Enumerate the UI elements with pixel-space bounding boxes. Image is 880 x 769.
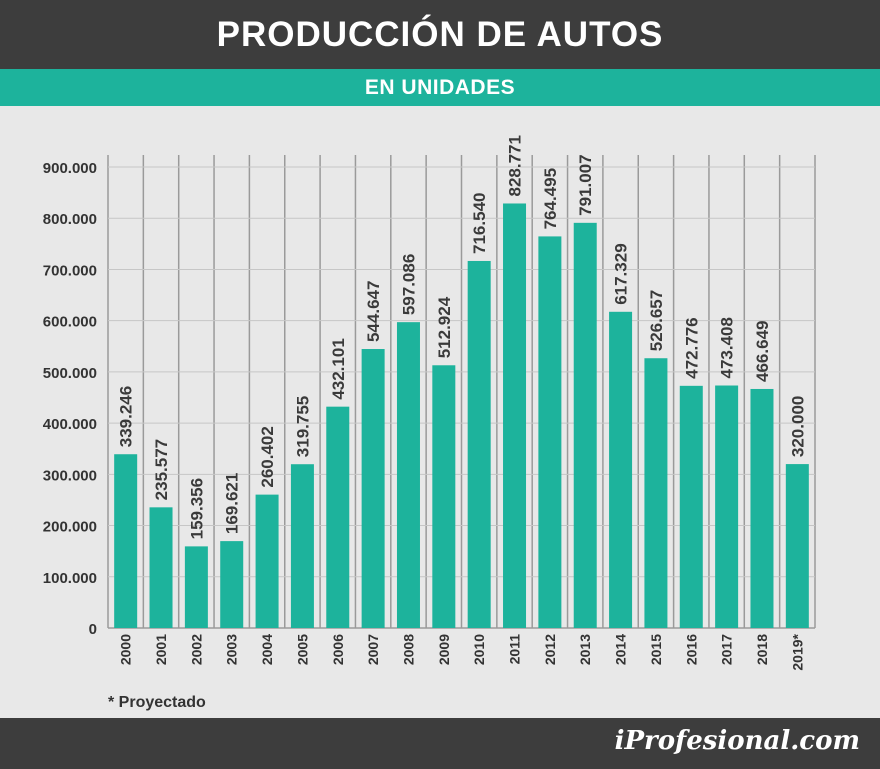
bar-value-label: 764.495 <box>541 168 560 229</box>
footer-bar: iProfesional.com <box>0 718 880 769</box>
bar <box>220 541 244 628</box>
bar <box>503 203 527 628</box>
bar-value-label: 526.657 <box>647 290 666 351</box>
bar-value-label: 512.924 <box>435 296 454 358</box>
x-tick-label: 2006 <box>330 634 346 665</box>
bar <box>609 311 633 628</box>
bar-value-label: 432.101 <box>329 338 348 399</box>
chart-title: PRODUCCIÓN DE AUTOS <box>0 0 880 69</box>
y-tick-label: 100.000 <box>43 570 97 587</box>
x-tick-label: 2018 <box>754 634 770 665</box>
x-tick-label: 2010 <box>471 634 487 665</box>
bar <box>432 365 456 628</box>
bar-value-label: 169.621 <box>223 473 242 534</box>
y-tick-label: 700.000 <box>43 262 97 279</box>
x-axis-ticks: 2000 2001 2002 2003 2004 2005 2006 2007 2008 2009… <box>118 633 806 670</box>
bar-chart: 0 100.000 200.000 300.000 400.000 500.000 600.… <box>43 135 816 671</box>
x-tick-label: 2014 <box>613 634 629 665</box>
bar <box>467 260 491 628</box>
bar-value-label: 319.755 <box>293 396 312 457</box>
bar <box>715 385 739 628</box>
x-tick-label: 2011 <box>507 634 523 665</box>
brand-logo[interactable]: iProfesional.com <box>614 726 860 756</box>
bar <box>679 385 703 628</box>
x-tick-label: 2019* <box>789 633 805 670</box>
bar-value-label: 472.776 <box>682 317 701 378</box>
footnote: * Proyectado <box>108 694 206 711</box>
bar <box>149 507 173 628</box>
bar <box>114 454 138 628</box>
bar <box>184 546 208 628</box>
x-tick-label: 2003 <box>224 634 240 665</box>
bar-value-label: 716.540 <box>470 193 489 254</box>
bar <box>785 464 809 628</box>
bar-value-label: 617.329 <box>612 243 631 304</box>
x-tick-label: 2013 <box>577 634 593 665</box>
bar-value-label: 828.771 <box>506 135 525 196</box>
bar <box>326 406 350 628</box>
x-tick-label: 2001 <box>153 634 169 665</box>
x-tick-label: 2002 <box>188 634 204 665</box>
bars <box>114 203 809 628</box>
y-tick-label: 900.000 <box>43 160 97 177</box>
y-tick-label: 400.000 <box>43 416 97 433</box>
x-tick-label: 2004 <box>259 634 275 665</box>
y-tick-label: 500.000 <box>43 365 97 382</box>
bar-value-label: 473.408 <box>718 317 737 378</box>
bar <box>538 236 562 628</box>
bar <box>750 388 774 628</box>
bar-value-label: 339.246 <box>117 386 136 447</box>
bar <box>255 494 279 628</box>
x-tick-label: 2005 <box>294 634 310 665</box>
y-tick-label: 600.000 <box>43 314 97 331</box>
bar-value-label: 159.356 <box>187 478 206 539</box>
y-tick-label: 800.000 <box>43 211 97 228</box>
bar-value-label: 791.007 <box>576 154 595 215</box>
y-tick-label: 0 <box>89 621 97 638</box>
bar <box>396 322 420 628</box>
x-tick-label: 2012 <box>542 634 558 665</box>
bar-value-label: 320.000 <box>788 396 807 457</box>
x-tick-label: 2017 <box>719 634 735 665</box>
x-tick-label: 2008 <box>400 634 416 665</box>
bar <box>573 222 597 628</box>
y-tick-label: 300.000 <box>43 467 97 484</box>
bar-value-label: 597.086 <box>399 254 418 315</box>
bar-value-label: 466.649 <box>753 321 772 382</box>
y-axis-ticks: 0 100.000 200.000 300.000 400.000 500.000 600.… <box>43 160 97 638</box>
bar-value-label: 260.402 <box>258 426 277 487</box>
x-tick-label: 2009 <box>436 634 452 665</box>
bar <box>361 349 385 628</box>
bar-value-label: 235.577 <box>152 439 171 500</box>
y-tick-label: 200.000 <box>43 519 97 536</box>
bar <box>644 358 668 628</box>
x-tick-label: 2016 <box>683 634 699 665</box>
x-tick-label: 2000 <box>118 634 134 665</box>
bar <box>290 464 314 628</box>
bar-value-label: 544.647 <box>364 281 383 342</box>
value-labels: 339.246 235.577 159.356 169.621 260.402 319.7… <box>117 135 808 539</box>
chart-subtitle: EN UNIDADES <box>0 69 880 106</box>
x-tick-label: 2015 <box>648 634 664 665</box>
x-tick-label: 2007 <box>365 634 381 665</box>
grid-lines <box>107 155 816 629</box>
